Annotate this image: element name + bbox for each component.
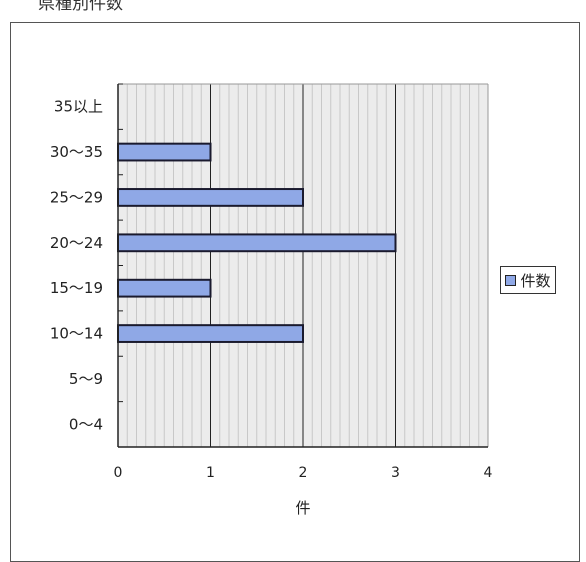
x-tick-label: 1 xyxy=(206,465,215,481)
x-axis-label: 件 xyxy=(295,499,310,517)
y-tick-label: 15〜19 xyxy=(50,279,103,297)
x-tick-label: 2 xyxy=(299,465,308,481)
x-tick-label: 4 xyxy=(484,465,493,481)
y-axis: 0〜4 5〜9 10〜14 15〜19 20〜24 25〜29 30〜35 35以上 xyxy=(50,83,123,448)
header-text: 県種別件数 xyxy=(38,0,123,14)
x-tick-label: 0 xyxy=(114,465,123,481)
bar-chart: 0〜4 5〜9 10〜14 15〜19 20〜24 25〜29 30〜35 35以上 0 1 2 3… xyxy=(50,83,493,517)
y-tick-label: 20〜24 xyxy=(50,234,103,252)
bars xyxy=(117,142,397,343)
x-axis: 0 1 2 3 4 xyxy=(114,446,493,481)
legend-label: 件数 xyxy=(520,271,551,290)
bar-10〜14 xyxy=(117,324,304,343)
bar-30〜35 xyxy=(117,142,212,162)
y-tick-label: 30〜35 xyxy=(50,143,103,161)
legend: 件数 xyxy=(500,266,556,294)
y-tick-label: 25〜29 xyxy=(50,188,103,206)
y-tick-label: 0〜4 xyxy=(69,415,103,433)
bar-15〜19 xyxy=(117,278,212,298)
bar-20〜24 xyxy=(117,233,397,253)
y-tick-label: 10〜14 xyxy=(50,325,103,343)
y-tick-label: 35以上 xyxy=(54,98,103,116)
bar-25〜29 xyxy=(117,188,304,207)
x-tick-label: 3 xyxy=(391,465,400,481)
y-tick-label: 5〜9 xyxy=(69,370,103,388)
legend-swatch xyxy=(505,274,517,286)
